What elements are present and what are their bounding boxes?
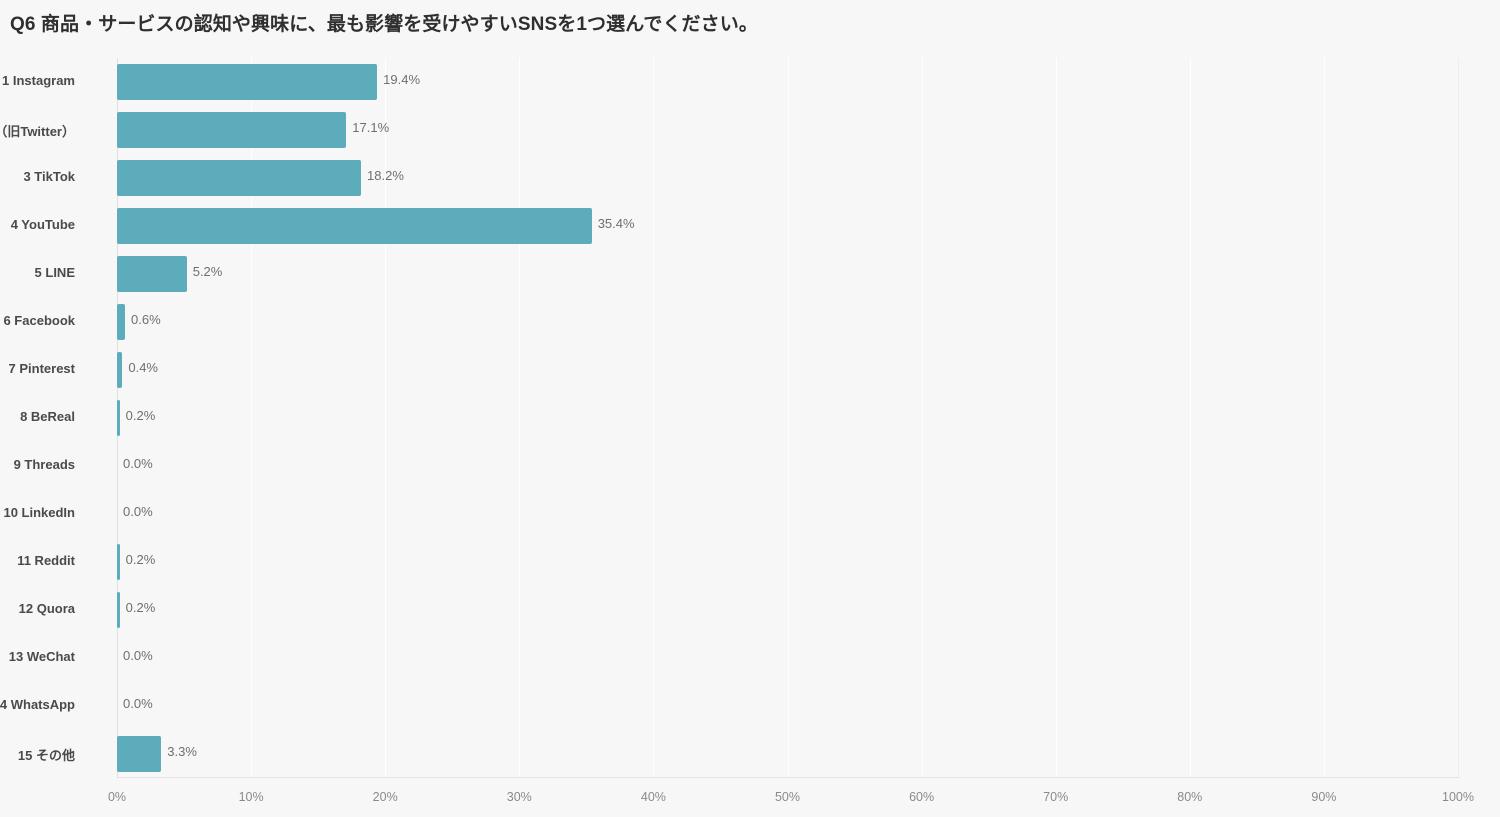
bar[interactable] bbox=[117, 400, 120, 436]
gridline-100pct bbox=[1458, 58, 1459, 777]
category-label: 10 LinkedIn bbox=[3, 505, 75, 520]
category-label: 7 Pinterest bbox=[8, 361, 75, 376]
category-label: 9 Threads bbox=[13, 457, 75, 472]
bar-value-label: 0.2% bbox=[125, 408, 156, 423]
x-tick-label: 60% bbox=[909, 790, 935, 804]
bar-row: 7 Pinterest 0.4% bbox=[9, 346, 1458, 394]
category-label: 2 X（旧Twitter） bbox=[0, 124, 75, 139]
bar[interactable] bbox=[117, 352, 123, 388]
bar-row: 9 Threads 0.0% bbox=[14, 442, 1458, 490]
bar-row: 4 YouTube 35.4% bbox=[11, 202, 1458, 250]
gridline-80pct bbox=[1189, 58, 1191, 777]
bar-row: 13 WeChat 0.0% bbox=[9, 634, 1458, 682]
gridline-30pct bbox=[519, 58, 521, 777]
bar-value-label: 0.0% bbox=[123, 648, 153, 663]
x-axis-tick-labels: 0% 10% 20% 30% 40% 50% 60% 70% 80% 90% 100% bbox=[108, 790, 1474, 810]
category-label: 1 Instagram bbox=[2, 73, 75, 88]
x-tick-label: 70% bbox=[1043, 790, 1069, 804]
bar[interactable] bbox=[117, 304, 126, 340]
category-label: 5 LINE bbox=[34, 265, 75, 280]
category-label: 12 Quora bbox=[18, 601, 75, 616]
page-title: Q6 商品・サービスの認知や興味に、最も影響を受けやすいSNSを1つ選んでくださ… bbox=[10, 14, 758, 35]
bar-value-label: 0.2% bbox=[125, 600, 156, 615]
bar-row: 8 BeReal 0.2% bbox=[20, 394, 1458, 442]
x-tick-label: 100% bbox=[1442, 790, 1474, 804]
bar[interactable] bbox=[117, 64, 378, 100]
bar[interactable] bbox=[117, 208, 592, 244]
bar[interactable] bbox=[117, 736, 162, 772]
bar-value-label: 17.1% bbox=[352, 120, 390, 135]
x-tick-label: 90% bbox=[1311, 790, 1337, 804]
category-label: 11 Reddit bbox=[17, 553, 75, 568]
x-tick-label: 30% bbox=[506, 790, 532, 804]
gridline-20pct bbox=[385, 58, 387, 777]
bar-row: 6 Facebook 0.6% bbox=[3, 298, 1458, 346]
bar[interactable] bbox=[117, 112, 347, 148]
x-tick-label: 0% bbox=[107, 790, 127, 804]
plot-area: 1 Instagram 19.4% 2 X（旧Twitter） 17.1% 3 TikT… bbox=[0, 58, 1459, 778]
bar-value-label: 35.4% bbox=[597, 216, 635, 231]
bar-row: 3 TikTok 18.2% bbox=[23, 154, 1458, 202]
x-axis-line bbox=[117, 777, 1459, 778]
category-label: 8 BeReal bbox=[20, 409, 75, 424]
x-tick-label: 80% bbox=[1177, 790, 1203, 804]
bar[interactable] bbox=[117, 160, 362, 196]
bar-row: 15 その他 3.3% bbox=[18, 730, 1458, 778]
bar-value-label: 18.2% bbox=[367, 168, 404, 183]
bar-value-label: 0.6% bbox=[131, 312, 161, 327]
x-tick-label: 10% bbox=[238, 790, 264, 804]
bar-value-label: 0.4% bbox=[128, 360, 158, 375]
bar-row: 2 X（旧Twitter） 17.1% bbox=[0, 106, 1458, 154]
bar-row: 1 Instagram 19.4% bbox=[2, 58, 1458, 106]
bar-value-label: 19.4% bbox=[383, 72, 421, 87]
bar-value-label: 5.2% bbox=[192, 264, 223, 279]
bar-row: 11 Reddit 0.2% bbox=[17, 538, 1458, 586]
gridline-50pct bbox=[787, 58, 789, 777]
bar-value-label: 3.3% bbox=[167, 744, 197, 759]
bar[interactable] bbox=[117, 544, 120, 580]
category-label: 13 WeChat bbox=[8, 649, 75, 664]
category-label: 4 YouTube bbox=[10, 217, 75, 232]
gridline-40pct bbox=[653, 58, 655, 777]
bar-value-label: 0.0% bbox=[123, 696, 153, 711]
bar-row: 12 Quora 0.2% bbox=[19, 586, 1458, 634]
gridline-70pct bbox=[1055, 58, 1057, 777]
category-label: 6 Facebook bbox=[3, 313, 75, 328]
bar-row: 14 WhatsApp 0.0% bbox=[0, 682, 1458, 730]
bar-value-label: 0.0% bbox=[123, 456, 153, 471]
category-label: 3 TikTok bbox=[23, 169, 75, 184]
bar[interactable] bbox=[117, 256, 187, 292]
x-tick-label: 20% bbox=[372, 790, 398, 804]
category-label: 15 その他 bbox=[17, 748, 75, 763]
gridline-90pct bbox=[1323, 58, 1325, 777]
gridline-10pct bbox=[251, 58, 253, 777]
bar[interactable] bbox=[117, 592, 120, 628]
bar-row: 5 LINE 5.2% bbox=[35, 250, 1458, 298]
bar-row: 10 LinkedIn 0.0% bbox=[3, 490, 1458, 538]
bar-value-label: 0.2% bbox=[125, 552, 156, 567]
category-label: 14 WhatsApp bbox=[0, 697, 75, 712]
bar-value-label: 0.0% bbox=[123, 504, 153, 519]
x-tick-label: 40% bbox=[640, 790, 666, 804]
x-tick-label: 50% bbox=[774, 790, 801, 804]
gridline-60pct bbox=[921, 58, 923, 777]
